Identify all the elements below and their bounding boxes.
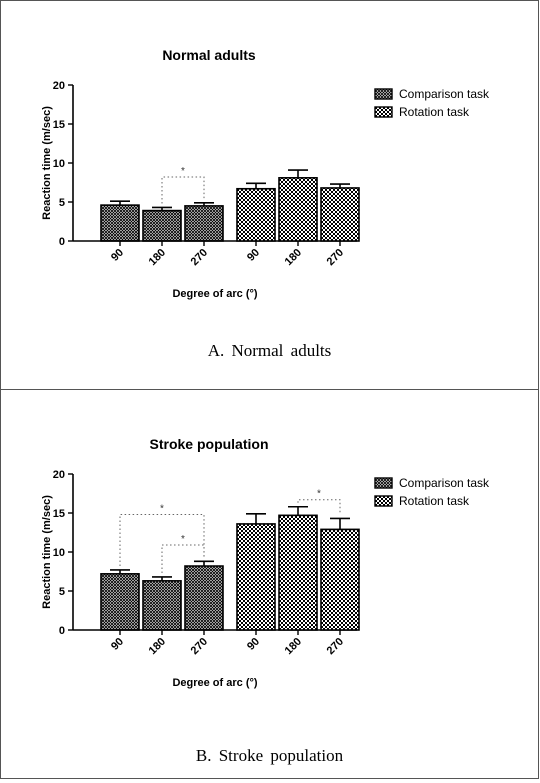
significance-star: * (160, 504, 164, 515)
y-axis-label: Reaction time (m/sec) (41, 106, 53, 220)
y-tick-label: 10 (53, 158, 65, 170)
caption-normal-adults: A. Normal adults (1, 341, 538, 361)
x-tick-label: 270 (325, 247, 346, 268)
x-tick-label: 180 (147, 636, 168, 657)
y-axis-label: Reaction time (m/sec) (41, 495, 53, 609)
caption-text: A. Normal adults (207, 341, 332, 360)
significance-bracket (161, 176, 205, 204)
bar (142, 209, 182, 242)
significance-star: * (181, 534, 185, 545)
bar (320, 187, 360, 242)
x-tick-label: 90 (109, 636, 126, 653)
y-tick-label: 20 (53, 469, 65, 481)
legend-label: Comparison task (399, 87, 490, 101)
y-tick-label: 10 (53, 547, 65, 559)
chart-stroke-population: Stroke population 0 5 10 15 20 Reaction time (… (41, 436, 490, 689)
legend-swatch (374, 106, 393, 118)
bar (278, 177, 318, 242)
x-tick-label: 180 (283, 636, 304, 657)
x-tick-label: 270 (189, 636, 210, 657)
significance-bracket (161, 544, 205, 573)
bar (236, 523, 276, 631)
y-tick-label: 20 (53, 80, 65, 92)
legend-label: Rotation task (399, 494, 470, 508)
bar (100, 573, 140, 631)
chart-title: Stroke population (150, 436, 269, 452)
bar (320, 528, 360, 631)
x-tick-label: 180 (147, 247, 168, 268)
caption-stroke-population: B. Stroke population (1, 746, 538, 766)
significance-star: * (317, 489, 321, 500)
y-tick-label: 0 (59, 625, 65, 637)
significance-star: * (181, 166, 185, 177)
y-tick-label: 15 (53, 119, 65, 131)
significance-bracket (297, 499, 341, 515)
legend-swatch (374, 88, 393, 100)
chart-normal-adults: Normal adults 0 5 10 15 20 Reaction time (m/se… (41, 47, 490, 300)
x-tick-label: 90 (109, 247, 126, 264)
y-tick-label: 5 (59, 586, 65, 598)
significance-bracket (119, 514, 205, 566)
x-tick-label: 90 (245, 247, 262, 264)
bar (184, 565, 224, 631)
x-axis-label: Degree of arc (°) (172, 677, 257, 689)
legend-swatch (374, 477, 393, 489)
bar (236, 187, 276, 242)
bar (278, 514, 318, 631)
y-tick-label: 15 (53, 508, 65, 520)
x-tick-label: 90 (245, 636, 262, 653)
legend-label: Rotation task (399, 105, 470, 119)
x-axis-label: Degree of arc (°) (172, 288, 257, 300)
x-tick-label: 270 (325, 636, 346, 657)
panel-normal-adults: Normal adults 0 5 10 15 20 Reaction time (m/se… (0, 0, 539, 390)
caption-text: B. Stroke population (195, 746, 344, 765)
x-tick-label: 270 (189, 247, 210, 268)
legend-label: Comparison task (399, 476, 490, 490)
y-tick-label: 0 (59, 236, 65, 248)
bar (142, 580, 182, 631)
bar (184, 205, 224, 242)
bar (100, 204, 140, 242)
legend-swatch (374, 495, 393, 507)
y-tick-label: 5 (59, 197, 65, 209)
panel-stroke-population: Stroke population 0 5 10 15 20 Reaction time (… (0, 389, 539, 779)
x-tick-label: 180 (283, 247, 304, 268)
chart-title: Normal adults (162, 47, 256, 63)
